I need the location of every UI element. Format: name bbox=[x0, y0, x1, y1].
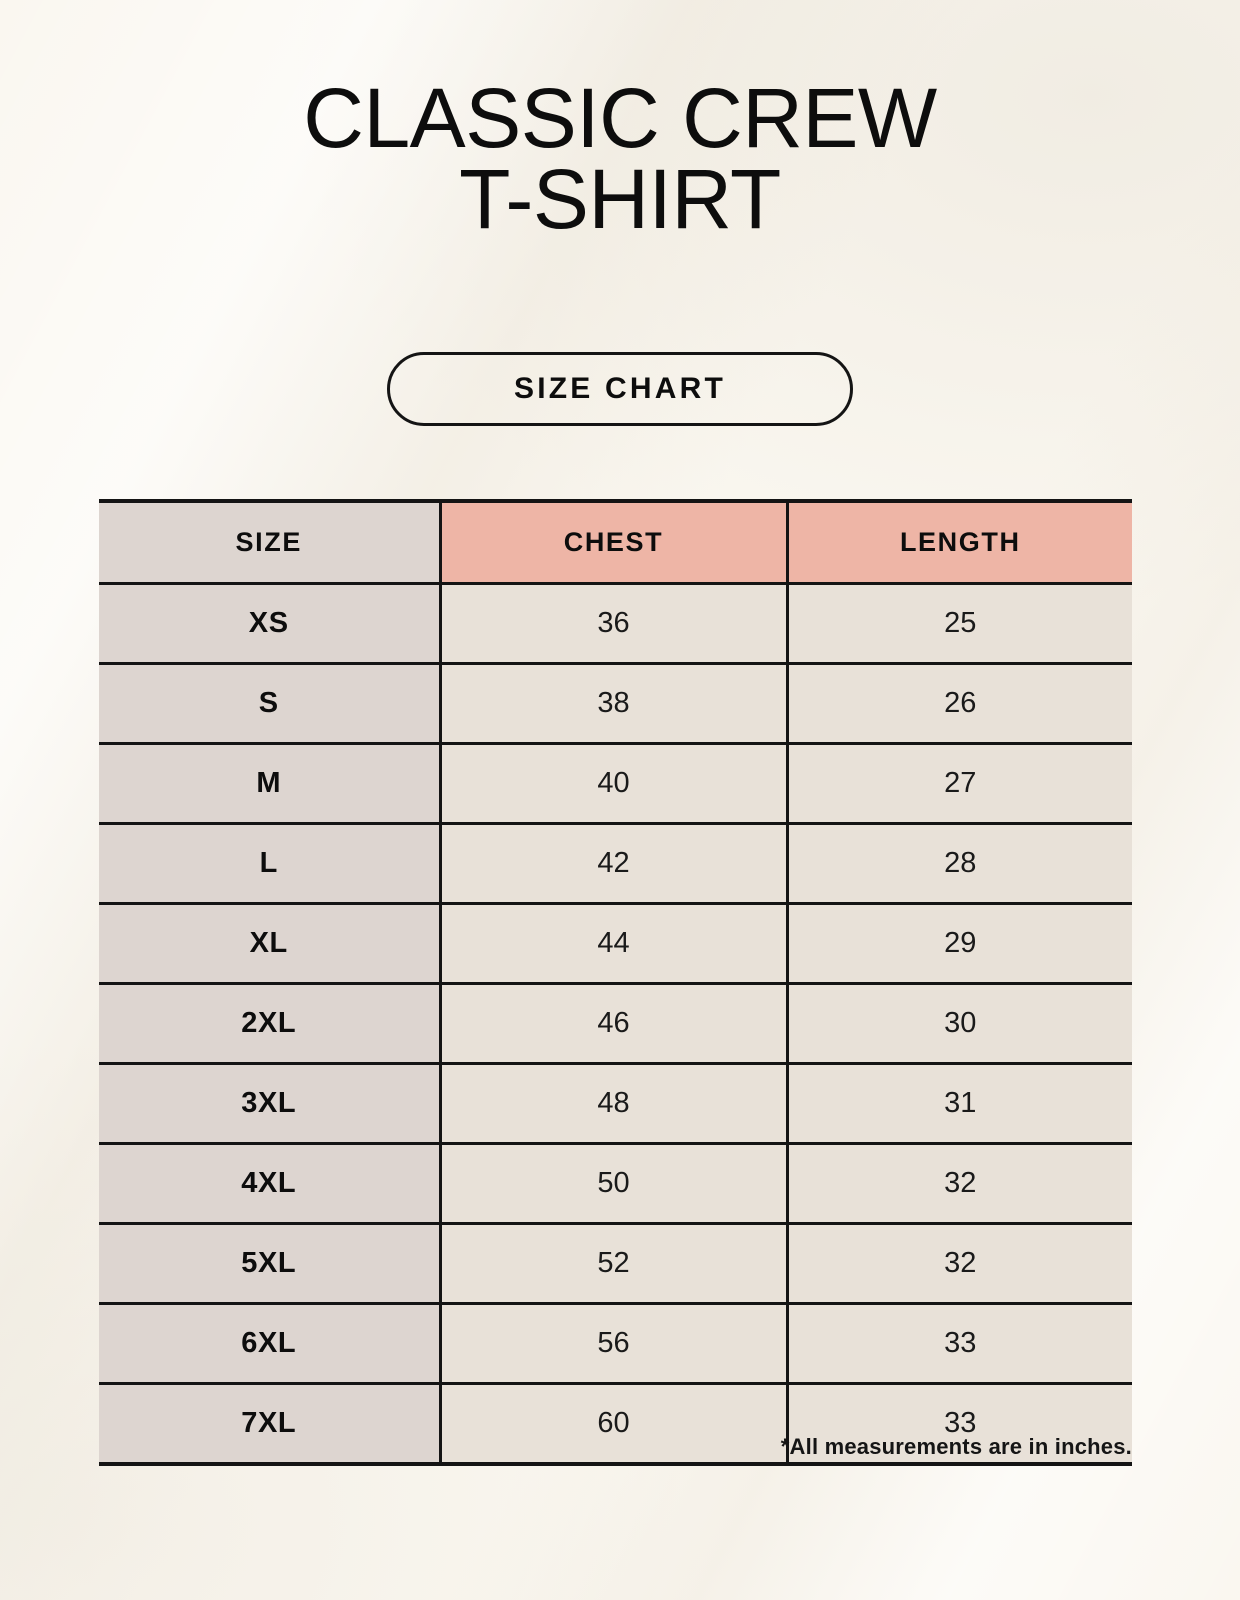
cell-length: 25 bbox=[787, 583, 1132, 665]
cell-size: XL bbox=[99, 903, 442, 985]
size-table-body: XS 36 25 S 38 26 M 40 27 L 42 28 XL 44 29 2XL 46 30 3XL 48 3… bbox=[99, 583, 1132, 1464]
size-chart-badge-row: SIZE CHART bbox=[0, 352, 1240, 426]
column-header-size: SIZE bbox=[99, 501, 442, 585]
measurements-footnote: *All measurements are in inches. bbox=[780, 1434, 1132, 1459]
cell-chest: 44 bbox=[440, 903, 789, 985]
cell-length: 30 bbox=[787, 983, 1132, 1065]
cell-length: 32 bbox=[787, 1223, 1132, 1305]
table-row: 5XL 52 32 bbox=[99, 1223, 1132, 1305]
cell-size: 6XL bbox=[99, 1303, 442, 1385]
size-chart-badge-label: SIZE CHART bbox=[514, 372, 726, 405]
cell-length: 29 bbox=[787, 903, 1132, 985]
table-row: 6XL 56 33 bbox=[99, 1303, 1132, 1385]
table-row: L 42 28 bbox=[99, 823, 1132, 905]
cell-length: 31 bbox=[787, 1063, 1132, 1145]
cell-chest: 40 bbox=[440, 743, 789, 825]
page-title-line-2: T-SHIRT bbox=[459, 152, 781, 247]
cell-chest: 46 bbox=[440, 983, 789, 1065]
page-title-line-1: CLASSIC CREW bbox=[303, 71, 937, 165]
table-row: 4XL 50 32 bbox=[99, 1143, 1132, 1225]
cell-length: 33 bbox=[787, 1303, 1132, 1385]
cell-size: L bbox=[99, 823, 442, 905]
cell-length: 32 bbox=[787, 1143, 1132, 1225]
table-row: XS 36 25 bbox=[99, 583, 1132, 665]
table-row: 2XL 46 30 bbox=[99, 983, 1132, 1065]
size-chart-badge: SIZE CHART bbox=[387, 352, 853, 426]
cell-chest: 42 bbox=[440, 823, 789, 905]
size-table: SIZE CHEST LENGTH XS 36 25 S 38 26 M 40 27 L 42 28 X… bbox=[99, 499, 1132, 1466]
column-header-length: LENGTH bbox=[787, 501, 1132, 585]
cell-size: 5XL bbox=[99, 1223, 442, 1305]
cell-length: 28 bbox=[787, 823, 1132, 905]
table-row: S 38 26 bbox=[99, 663, 1132, 745]
cell-chest: 36 bbox=[440, 583, 789, 665]
cell-length: 26 bbox=[787, 663, 1132, 745]
cell-size: 2XL bbox=[99, 983, 442, 1065]
table-row: 3XL 48 31 bbox=[99, 1063, 1132, 1145]
cell-size: M bbox=[99, 743, 442, 825]
size-table-header: SIZE CHEST LENGTH bbox=[99, 501, 1132, 585]
column-header-chest: CHEST bbox=[440, 501, 789, 585]
page-title: CLASSIC CREW T-SHIRT bbox=[0, 71, 1240, 247]
cell-chest: 50 bbox=[440, 1143, 789, 1225]
table-row: XL 44 29 bbox=[99, 903, 1132, 985]
size-table-container: SIZE CHEST LENGTH XS 36 25 S 38 26 M 40 27 L 42 28 X… bbox=[99, 499, 1132, 1466]
cell-size: 3XL bbox=[99, 1063, 442, 1145]
cell-size: XS bbox=[99, 583, 442, 665]
table-row: M 40 27 bbox=[99, 743, 1132, 825]
cell-chest: 56 bbox=[440, 1303, 789, 1385]
table-header-row: SIZE CHEST LENGTH bbox=[99, 501, 1132, 585]
cell-length: 27 bbox=[787, 743, 1132, 825]
cell-size: 4XL bbox=[99, 1143, 442, 1225]
cell-chest: 48 bbox=[440, 1063, 789, 1145]
cell-chest: 52 bbox=[440, 1223, 789, 1305]
cell-chest: 38 bbox=[440, 663, 789, 745]
cell-size: S bbox=[99, 663, 442, 745]
